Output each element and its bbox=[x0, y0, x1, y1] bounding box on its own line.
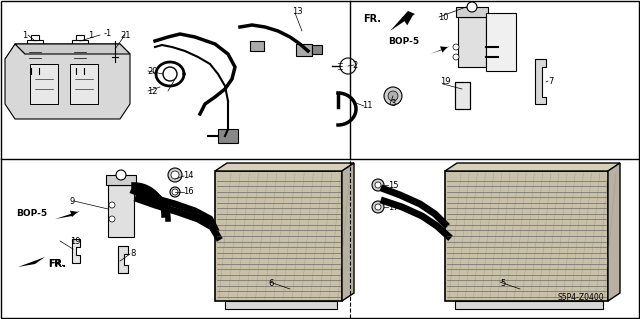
Circle shape bbox=[372, 179, 384, 191]
Polygon shape bbox=[55, 211, 80, 219]
Bar bbox=[456, 7, 488, 17]
Circle shape bbox=[453, 44, 459, 50]
Circle shape bbox=[109, 216, 115, 222]
Circle shape bbox=[467, 2, 477, 12]
Text: 12: 12 bbox=[147, 86, 157, 95]
Circle shape bbox=[109, 202, 115, 208]
Polygon shape bbox=[342, 163, 354, 301]
Circle shape bbox=[172, 189, 178, 195]
Text: S5P4-Z0400: S5P4-Z0400 bbox=[558, 293, 605, 301]
Bar bbox=[70, 64, 98, 104]
Bar bbox=[218, 129, 238, 143]
Circle shape bbox=[170, 187, 180, 197]
Polygon shape bbox=[118, 246, 128, 273]
Polygon shape bbox=[455, 82, 470, 109]
Circle shape bbox=[372, 201, 384, 213]
Circle shape bbox=[171, 171, 179, 179]
Text: FR.: FR. bbox=[48, 259, 66, 269]
Polygon shape bbox=[225, 301, 337, 309]
Circle shape bbox=[453, 54, 459, 60]
Circle shape bbox=[388, 91, 398, 101]
Text: 6: 6 bbox=[268, 279, 273, 288]
Bar bbox=[106, 175, 136, 185]
Polygon shape bbox=[535, 59, 546, 104]
Polygon shape bbox=[608, 163, 620, 301]
Text: FR.: FR. bbox=[363, 14, 381, 24]
Circle shape bbox=[340, 58, 356, 74]
Circle shape bbox=[375, 182, 381, 188]
Text: FR.: FR. bbox=[48, 259, 65, 269]
Text: 15: 15 bbox=[388, 181, 399, 189]
Polygon shape bbox=[390, 11, 415, 31]
Text: 8: 8 bbox=[130, 249, 136, 258]
Text: 14: 14 bbox=[183, 170, 193, 180]
Text: 13: 13 bbox=[292, 6, 303, 16]
Bar bbox=[31, 35, 39, 40]
Text: BOP-5: BOP-5 bbox=[388, 38, 419, 47]
Circle shape bbox=[116, 170, 126, 180]
Polygon shape bbox=[5, 44, 130, 119]
Text: BOP-5: BOP-5 bbox=[16, 210, 47, 219]
Text: 1: 1 bbox=[88, 31, 93, 40]
Circle shape bbox=[168, 168, 182, 182]
Bar bbox=[458, 17, 486, 67]
Polygon shape bbox=[445, 171, 608, 301]
Bar bbox=[486, 13, 516, 71]
Text: 17: 17 bbox=[388, 203, 399, 211]
Text: 5: 5 bbox=[500, 279, 505, 288]
Bar bbox=[27, 40, 43, 68]
Polygon shape bbox=[430, 46, 450, 54]
Polygon shape bbox=[215, 171, 342, 301]
Text: -1: -1 bbox=[104, 29, 112, 39]
Text: 9: 9 bbox=[70, 197, 76, 205]
Circle shape bbox=[110, 52, 120, 62]
Bar bbox=[312, 45, 322, 54]
Circle shape bbox=[384, 87, 402, 105]
Polygon shape bbox=[72, 239, 80, 263]
Bar bbox=[30, 64, 58, 104]
Text: 3: 3 bbox=[390, 100, 396, 108]
Bar bbox=[76, 35, 84, 40]
Polygon shape bbox=[15, 44, 130, 54]
Bar bbox=[296, 44, 312, 56]
Text: 7: 7 bbox=[548, 77, 554, 85]
Text: 19: 19 bbox=[70, 236, 81, 246]
Text: 21: 21 bbox=[120, 31, 131, 40]
Circle shape bbox=[375, 204, 381, 210]
Bar bbox=[72, 40, 88, 68]
Polygon shape bbox=[445, 163, 620, 171]
Polygon shape bbox=[18, 257, 45, 267]
Text: 19: 19 bbox=[440, 77, 451, 85]
Polygon shape bbox=[455, 301, 603, 309]
Text: 10: 10 bbox=[438, 12, 449, 21]
Text: 11: 11 bbox=[362, 101, 372, 110]
Text: 1: 1 bbox=[22, 31, 28, 40]
Circle shape bbox=[163, 67, 177, 81]
Text: 16: 16 bbox=[183, 188, 194, 197]
Bar bbox=[108, 185, 134, 237]
Bar bbox=[250, 41, 264, 51]
Text: 2: 2 bbox=[352, 61, 357, 70]
Text: 20: 20 bbox=[147, 66, 157, 76]
Polygon shape bbox=[215, 163, 354, 171]
